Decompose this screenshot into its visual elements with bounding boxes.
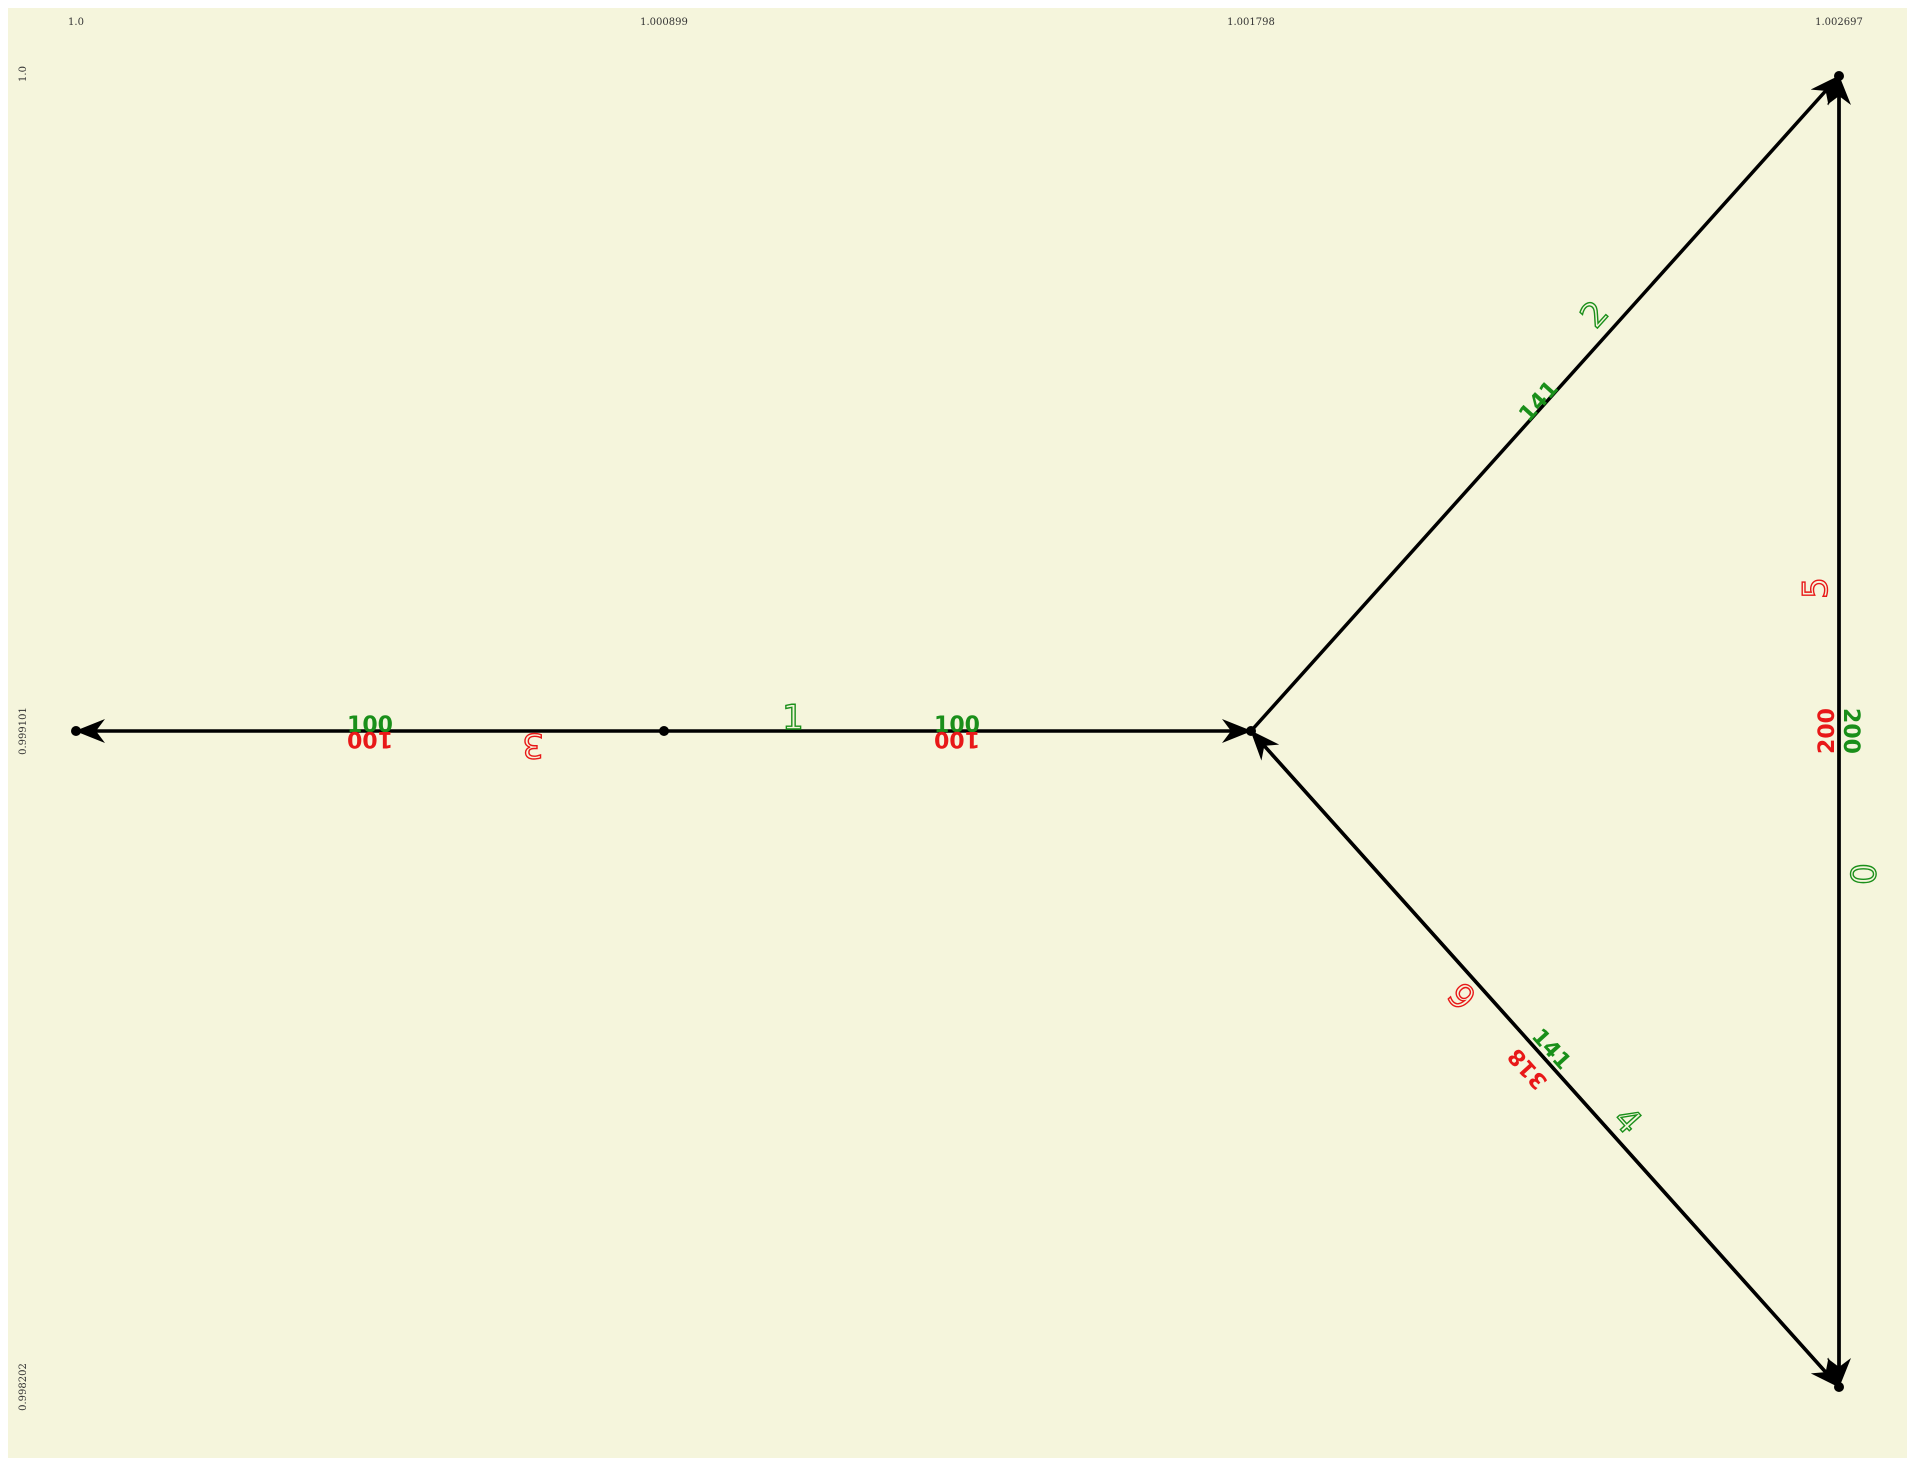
nodes (71, 71, 1844, 1392)
edge-label-1: 1 (782, 698, 804, 738)
edge-6 (1249, 729, 1841, 1389)
weight-label: 200 (1815, 708, 1840, 754)
weight-label: 100 (347, 726, 393, 751)
node-bottom-right (1834, 1382, 1844, 1392)
x-tick-label: 1.001798 (1227, 17, 1275, 28)
weight-label: 100 (934, 713, 980, 738)
y-tick-label: 0.998202 (18, 1363, 29, 1411)
plot-background (8, 8, 1907, 1458)
x-tick-label: 1.0 (68, 17, 84, 28)
x-tick-label: 1.002697 (1815, 17, 1863, 28)
y-tick-label: 0.999101 (18, 707, 29, 755)
y-tick-label: 1.0 (18, 66, 29, 82)
node-center (1246, 726, 1256, 736)
node-left (71, 726, 81, 736)
node-top-right (1834, 71, 1844, 81)
weight-label: 100 (934, 726, 980, 751)
edges (75, 74, 1851, 1389)
weight-label: 100 (347, 713, 393, 738)
edge-2 (1249, 74, 1841, 733)
weight-label: 200 (1838, 708, 1863, 754)
node-mid (659, 726, 669, 736)
edge-label-3: 3 (522, 725, 544, 765)
edge-label-5: 5 (1796, 577, 1836, 599)
edge-label-0: 0 (1842, 863, 1882, 885)
x-tick-label: 1.000899 (640, 17, 688, 28)
